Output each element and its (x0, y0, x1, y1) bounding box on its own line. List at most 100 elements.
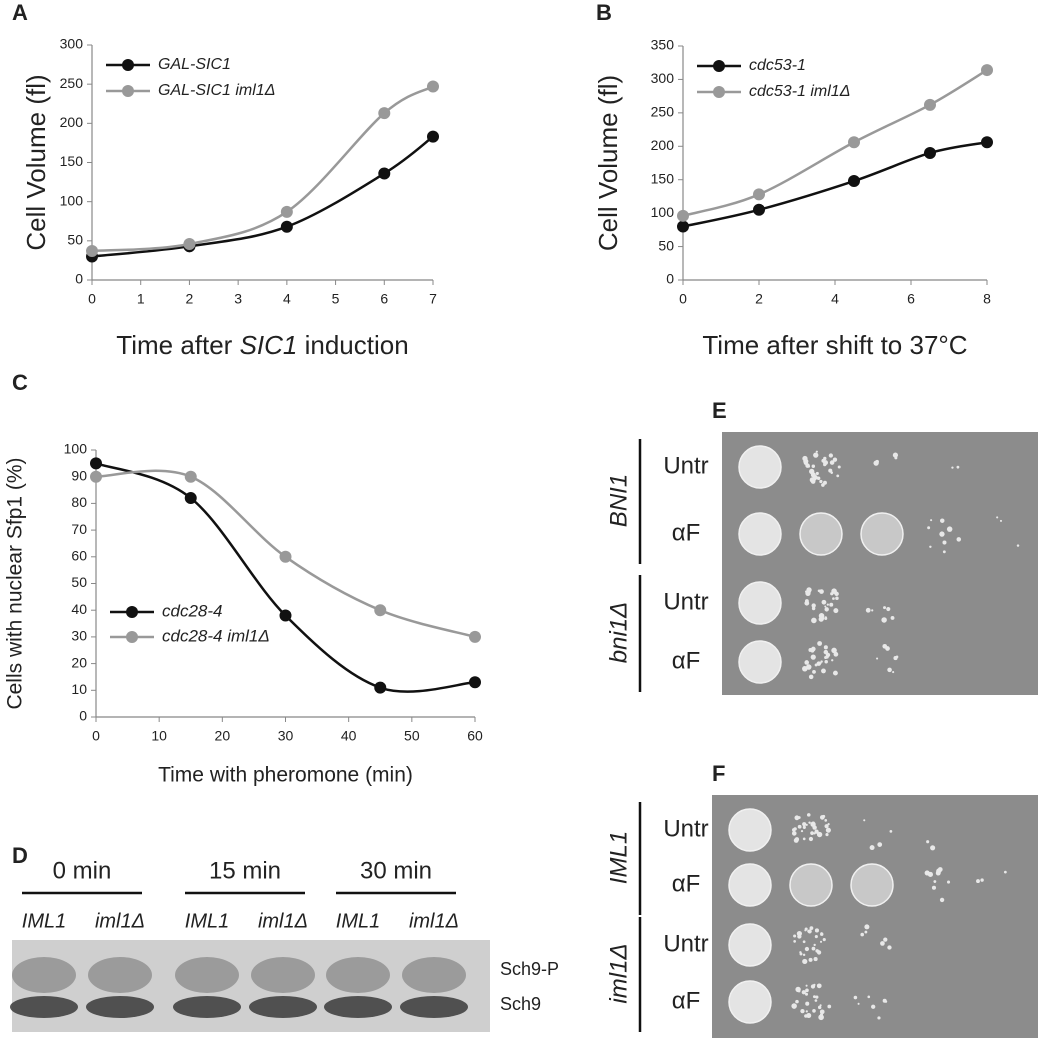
colony (881, 617, 887, 623)
colony (926, 840, 930, 844)
y-tick-label: 300 (60, 36, 84, 52)
x-tick-label: 2 (755, 291, 763, 307)
colony (805, 1010, 808, 1013)
y-tick-label: 200 (60, 114, 84, 130)
colony-spot (789, 863, 833, 907)
colony (942, 540, 947, 545)
y-tick-label: 80 (71, 494, 87, 510)
timepoint-label: 0 min (53, 857, 112, 884)
legend-label: cdc53-1 (749, 57, 806, 74)
strain-label: IML1 (605, 831, 632, 884)
colony (871, 609, 874, 612)
x-tick-label: 6 (380, 291, 388, 307)
y-tick-label: 70 (71, 521, 87, 537)
colony (797, 989, 801, 993)
colony (799, 951, 802, 954)
colony (813, 957, 818, 962)
x-tick-label: 5 (332, 291, 340, 307)
colony (805, 463, 810, 468)
colony (887, 945, 892, 950)
colony (802, 822, 807, 827)
colony (811, 464, 816, 469)
data-point (184, 492, 197, 505)
legend-marker (126, 631, 138, 643)
colony (853, 995, 858, 1000)
x-tick-label: 0 (88, 291, 96, 307)
colony (877, 842, 883, 847)
colony (802, 666, 807, 671)
colony (832, 670, 838, 676)
y-tick-label: 250 (60, 75, 84, 91)
colony (939, 897, 945, 903)
legend-marker (126, 606, 138, 618)
lane-label: IML1 (185, 910, 229, 932)
colony (831, 647, 837, 654)
colony (815, 450, 818, 453)
colony-spot (860, 512, 904, 556)
colony (869, 845, 875, 851)
x-tick-label: 30 (278, 728, 294, 744)
x-tick-label: 3 (234, 291, 242, 307)
series-line (91, 135, 434, 258)
colony (942, 550, 946, 554)
x-axis-label: Time after SIC1 induction (116, 330, 408, 360)
colony (805, 988, 809, 993)
colony (867, 995, 871, 999)
colony (826, 603, 829, 606)
band-upper (251, 957, 315, 993)
colony-spot (728, 808, 772, 852)
colony (805, 992, 809, 996)
y-tick-label: 150 (60, 153, 84, 169)
colony (808, 665, 812, 669)
colony (793, 827, 797, 831)
y-tick-label: 30 (71, 628, 87, 644)
treatment-label: Untr (663, 452, 708, 479)
colony (809, 926, 814, 931)
colony (829, 460, 835, 465)
data-point (924, 98, 936, 111)
colony (802, 837, 806, 841)
colony-spot (738, 581, 782, 625)
y-tick-label: 10 (71, 681, 87, 697)
colony (806, 1013, 812, 1019)
colony (815, 949, 819, 953)
colony (819, 940, 823, 943)
colony-spot (799, 512, 843, 556)
colony (996, 516, 999, 519)
data-point (924, 146, 936, 159)
data-point (279, 550, 292, 563)
colony (791, 1003, 797, 1009)
colony (807, 929, 812, 934)
band-label: Sch9 (500, 994, 541, 1014)
colony (812, 474, 818, 480)
y-tick-label: 350 (651, 37, 675, 53)
colony (802, 958, 808, 965)
colony (833, 651, 839, 657)
legend-label: cdc28-4 (162, 601, 222, 620)
colony (830, 592, 834, 596)
colony (825, 655, 829, 659)
y-axis-label: Cell Volume (fl) (21, 74, 51, 250)
colony (824, 824, 829, 829)
colony (824, 660, 828, 664)
colony (837, 465, 841, 469)
colony (805, 1001, 810, 1006)
colony (894, 456, 898, 460)
x-tick-label: 4 (283, 291, 291, 307)
colony (883, 937, 888, 942)
x-tick-label: 40 (341, 728, 357, 744)
colony (812, 1009, 816, 1013)
y-tick-label: 100 (651, 204, 675, 220)
colony (808, 836, 814, 842)
data-point (374, 681, 387, 694)
colony (812, 995, 816, 999)
colony (802, 940, 806, 944)
colony (805, 823, 808, 826)
colony (815, 471, 819, 475)
colony (804, 660, 809, 665)
timepoint-label: 15 min (209, 857, 281, 884)
x-tick-label: 10 (151, 728, 167, 744)
colony (927, 526, 931, 530)
data-point (184, 470, 197, 483)
colony-spot (850, 863, 894, 907)
